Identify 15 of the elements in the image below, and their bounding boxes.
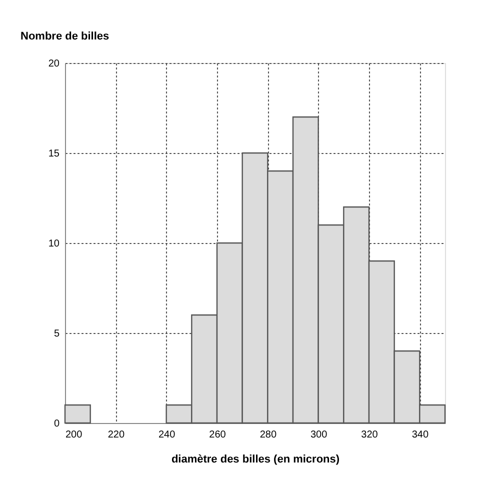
x-tick-label: 220 [108,430,125,440]
x-tick-label: 320 [361,430,378,440]
x-tick-label: 300 [310,430,328,440]
y-tick-label: 15 [48,148,60,160]
x-tick-label: 240 [158,430,176,440]
y-axis-title: Nombre de billes [20,30,110,42]
y-tick-label: 0 [54,418,60,430]
x-tick-label: 260 [209,430,226,440]
y-tick-label: 20 [48,58,60,70]
y-tick-label: 10 [48,238,60,250]
x-tick-label: 280 [260,430,277,440]
y-tick-label: 5 [54,328,60,340]
x-tick-label: 200 [66,430,83,440]
x-axis-title: diamètre des billes (en microns) [171,454,340,466]
x-tick-label: 340 [412,430,429,440]
